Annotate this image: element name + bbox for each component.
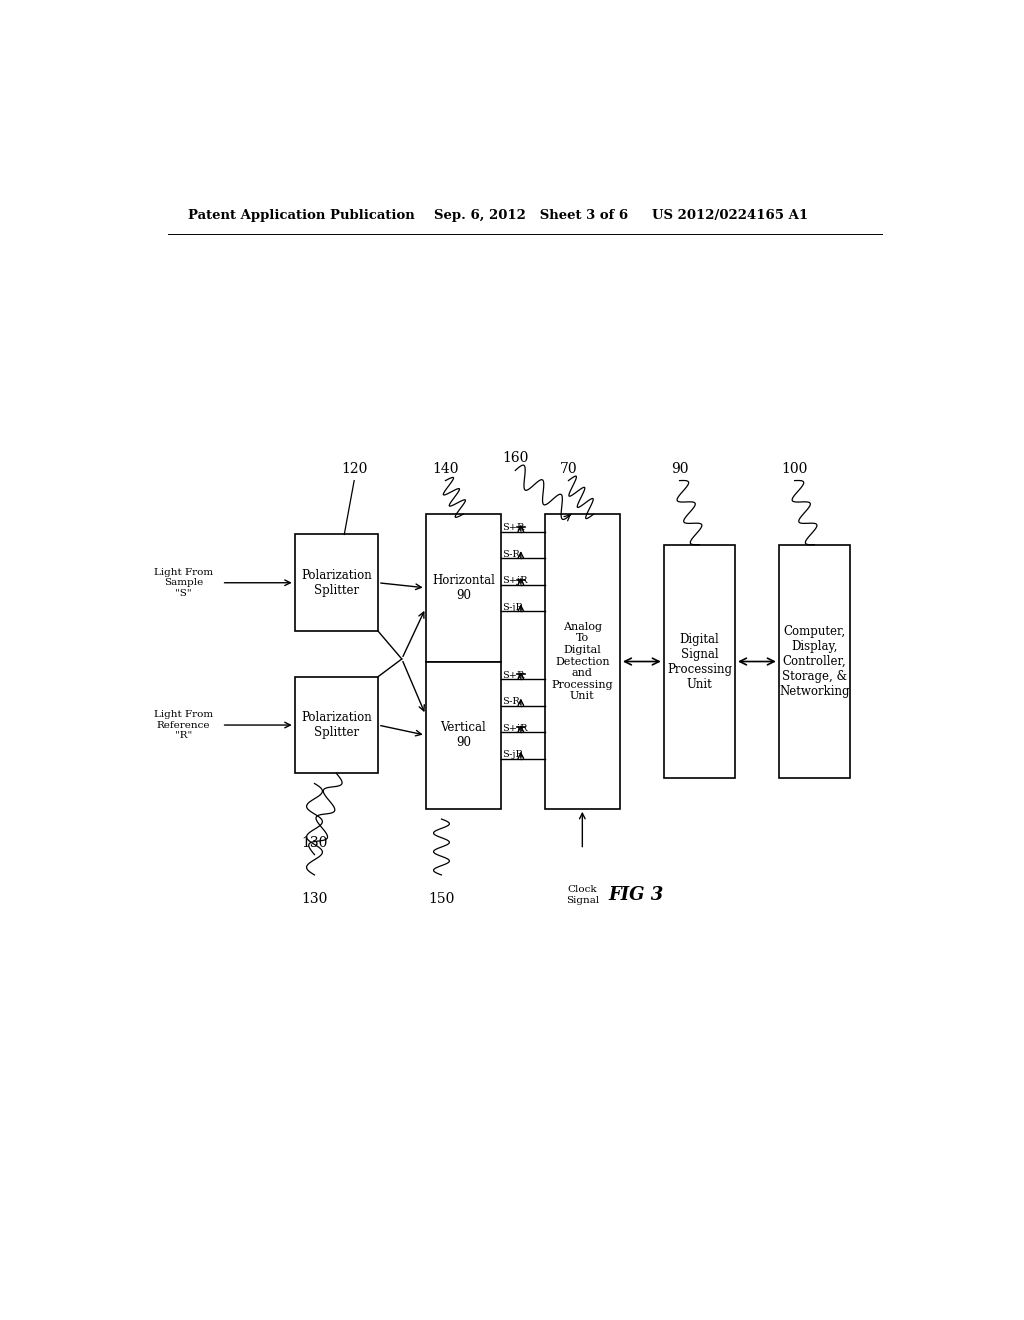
Text: Sep. 6, 2012   Sheet 3 of 6: Sep. 6, 2012 Sheet 3 of 6 — [433, 209, 628, 222]
Text: 100: 100 — [781, 462, 808, 475]
Text: Analog
To
Digital
Detection
and
Processing
Unit: Analog To Digital Detection and Processi… — [552, 622, 613, 701]
Text: 140: 140 — [432, 462, 459, 475]
Text: 150: 150 — [428, 892, 455, 907]
Text: Light From
Sample
"S": Light From Sample "S" — [154, 568, 213, 598]
Text: Computer,
Display,
Controller,
Storage, &
Networking: Computer, Display, Controller, Storage, … — [779, 624, 850, 698]
Text: S-R: S-R — [503, 697, 520, 706]
Bar — [426, 661, 501, 809]
Text: 70: 70 — [560, 462, 578, 475]
Text: 130: 130 — [301, 836, 328, 850]
Text: 90: 90 — [671, 462, 688, 475]
Text: S+R: S+R — [503, 671, 525, 680]
Bar — [545, 515, 621, 809]
Text: Light From
Reference
"R": Light From Reference "R" — [154, 710, 213, 741]
Text: FIG 3: FIG 3 — [608, 886, 664, 904]
Text: 130: 130 — [301, 892, 328, 907]
Text: 160: 160 — [502, 451, 528, 466]
Text: Polarization
Splitter: Polarization Splitter — [301, 569, 372, 597]
Bar — [295, 677, 378, 774]
Text: S+R: S+R — [503, 523, 525, 532]
Text: Patent Application Publication: Patent Application Publication — [187, 209, 415, 222]
Bar — [778, 545, 850, 779]
Text: Polarization
Splitter: Polarization Splitter — [301, 711, 372, 739]
Text: 120: 120 — [341, 462, 368, 475]
Text: Vertical
90: Vertical 90 — [440, 721, 486, 750]
Text: Horizontal
90: Horizontal 90 — [432, 574, 495, 602]
Bar — [426, 515, 501, 661]
Bar — [295, 535, 378, 631]
Text: S+jR: S+jR — [503, 577, 528, 585]
Text: US 2012/0224165 A1: US 2012/0224165 A1 — [652, 209, 808, 222]
Text: S-jR: S-jR — [503, 750, 523, 759]
Bar — [664, 545, 735, 779]
Text: S+jR: S+jR — [503, 723, 528, 733]
Text: S-R: S-R — [503, 550, 520, 558]
Text: S-jR: S-jR — [503, 603, 523, 612]
Text: Clock
Signal: Clock Signal — [565, 886, 599, 904]
Text: Digital
Signal
Processing
Unit: Digital Signal Processing Unit — [667, 632, 732, 690]
